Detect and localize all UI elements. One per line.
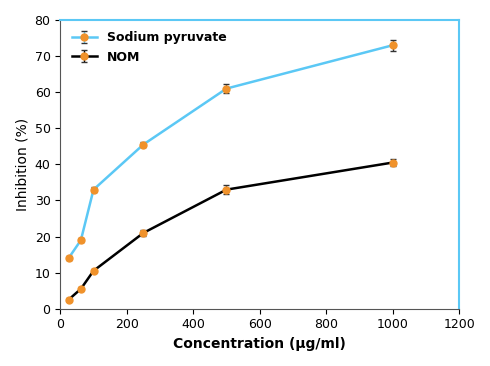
Legend: Sodium pyruvate, NOM: Sodium pyruvate, NOM xyxy=(67,26,231,68)
Y-axis label: Inhibition (%): Inhibition (%) xyxy=(15,118,29,211)
X-axis label: Concentration (µg/ml): Concentration (µg/ml) xyxy=(173,337,346,351)
